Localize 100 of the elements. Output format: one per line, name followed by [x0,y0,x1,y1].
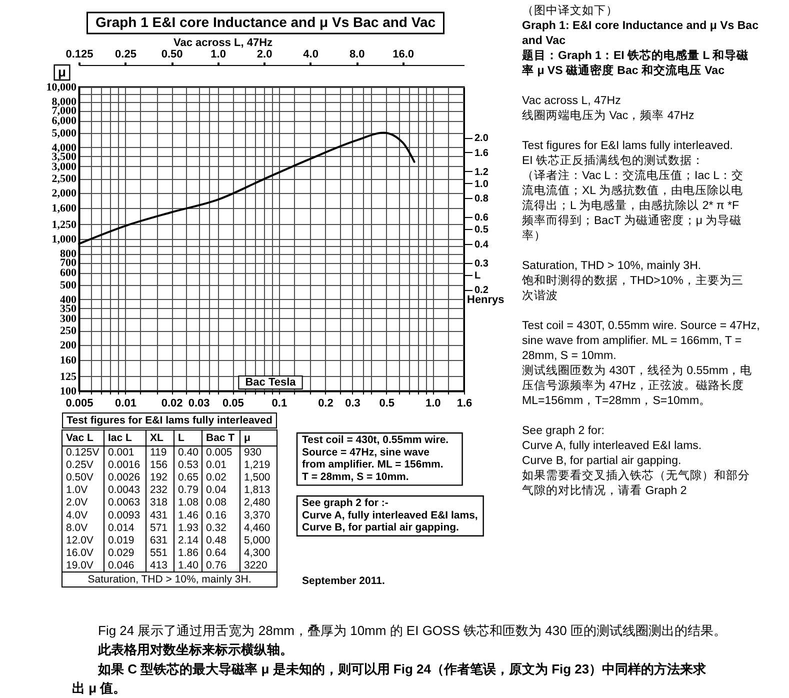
text: 2.0V [66,496,88,509]
text: Test coil = 430t, 0.55mm wire. Source = 47Hz, sine wave from amplifier. ML = 156mm. T = 28mm, S = 10mm. [302,434,449,483]
text: 0.50V [66,472,94,484]
text: 19.0V [66,560,94,572]
text: 1,219 [244,458,270,471]
text: 0.0026 [108,472,140,484]
text: 2,480 [244,496,270,509]
text: 0.029 [108,547,134,560]
y-tick-label: 2,000 [52,188,77,200]
text: 0.08 [206,496,226,509]
text: Test coil = 430T, 0.55mm wire. Source = 47Hz, sine wave from amplifier. ML = 166mm, T = 28mm, S = 10mm. 测试线圈匝数为 430T，线径为 0.55mm，电压信号源频率为 47Hz，正弦波。磁路长度 ML=156mm，T=28mm，S=10mm。 [522,320,760,407]
text: 156 [150,458,168,471]
text: 3,370 [244,509,270,522]
text: 16.0V [66,547,94,560]
text: 571 [150,522,168,534]
text: September 2011. [302,575,385,587]
y-tick-label: 2,500 [52,173,77,186]
text: 0.125V [66,446,100,458]
y-tick-label: 500 [60,279,77,292]
text: 0.0016 [108,458,140,471]
text: 1.86 [178,547,198,560]
y-tick-label: 0.6 [474,212,489,224]
y-tick-label: 0.4 [474,239,489,250]
text: 2.14 [178,534,198,546]
y-tick-label: 300 [60,312,77,325]
x-tick-label: 2.0 [256,48,272,60]
text: Saturation, THD > 10%, mainly 3H. 饱和时测得的数据，THD>10%，主要为三次谐波 [521,260,744,302]
y-tick-label: 1,000 [52,234,77,246]
x-tick-label: 1.0 [425,398,441,410]
text: Saturation, THD > 10%, mainly 3H. [88,574,252,586]
text: （译者注：Vac L：交流电压值；Iac L：交流电流值；XL 为感抗数值，由电压除以电流得出；L 为电感量，由感抗除以 2* π *F 频率而得到；BacT 为磁通密度；μ 为导磁率） [522,168,744,242]
x-tick-label: 16.0 [392,48,414,60]
text: 551 [150,547,168,560]
text: 0.40 [178,446,198,458]
category-label: Vac L [66,432,94,444]
x-tick-label: 1.0 [210,48,226,60]
text: 此表格用对数坐标来标示横纵轴。 [97,642,293,658]
x-tick-label: 0.005 [66,398,94,410]
text: 413 [150,560,168,572]
text: 631 [150,534,168,546]
x-tick-label: 0.1 [272,398,288,410]
y-axis-title: μ [58,64,66,80]
text: 119 [150,446,167,458]
category-label: Iac L [108,432,133,444]
text: 1.40 [178,560,198,572]
x-tick-label: 0.125 [66,48,94,60]
text: 0.25V [66,458,94,471]
text: 0.48 [206,534,226,546]
y-tick-label: 4,000 [52,142,77,154]
text: 0.53 [178,458,198,471]
y-tick-label: 2.0 [474,133,489,144]
text: 3220 [244,560,268,572]
y-tick-label: 200 [60,340,77,352]
y-tick-label: 0.5 [474,224,489,236]
text: 4,460 [244,522,270,534]
y-tick-label: 5,000 [52,127,77,140]
y-axis-title: Henrys [467,294,504,306]
text: 1.0V [66,484,88,496]
text: （图中译文如下） [522,3,618,17]
y-tick-label: 0.3 [474,258,489,270]
y-tick-label: 1,250 [52,218,77,231]
text: 0.001 [108,446,134,458]
x-tick-label: 0.01 [115,398,136,410]
text: 0.64 [206,547,226,560]
text: 1,813 [244,484,270,496]
text: 0.014 [108,522,134,534]
y-tick-label: 100 [60,386,77,398]
chart-title: Graph 1 E&I core Inductance and μ Vs Bac and Vac [95,14,436,30]
x-tick-label: 0.50 [161,48,183,60]
text: 4,300 [244,547,270,560]
y-tick-label: L [474,270,481,282]
text: 192 [150,472,168,484]
y-tick-label: 0.8 [474,194,489,205]
text: 8.0V [66,522,88,534]
y-tick-label: 10,000 [46,82,77,94]
y-tick-label: 1.2 [474,166,489,178]
y-tick-label: 3,000 [52,160,77,173]
category-label: Bac T [206,432,236,444]
y-tick-label: 1,600 [52,202,77,214]
y-tick-label: 700 [60,257,77,270]
text: 318 [150,496,168,509]
text: 0.0063 [108,496,140,509]
text: 0.019 [108,534,134,546]
text: 0.76 [206,560,226,572]
text: 0.79 [178,484,198,496]
y-tick-label: 1.6 [474,148,489,159]
y-tick-label: 0.2 [474,285,489,296]
x-tick-label: 0.02 [161,398,183,410]
x-tick-label: 8.0 [349,48,365,60]
category-label: μ [244,432,250,444]
text: 0.16 [206,509,226,522]
text: 0.046 [108,560,134,572]
x-tick-label: 4.0 [303,48,318,60]
text: 5,000 [244,534,270,546]
x-tick-label: 0.3 [345,398,360,410]
text: 如果 C 型铁芯的最大导磁率 μ 是未知的，则可以用 Fig 24（作者笔误，原文为 Fig 23）中同样的方法来求出 μ 值。 [72,661,708,696]
text: 930 [244,446,262,458]
text: 0.005 [206,446,232,458]
text: 0.0043 [108,484,140,496]
y-tick-label: 6,000 [52,115,77,128]
